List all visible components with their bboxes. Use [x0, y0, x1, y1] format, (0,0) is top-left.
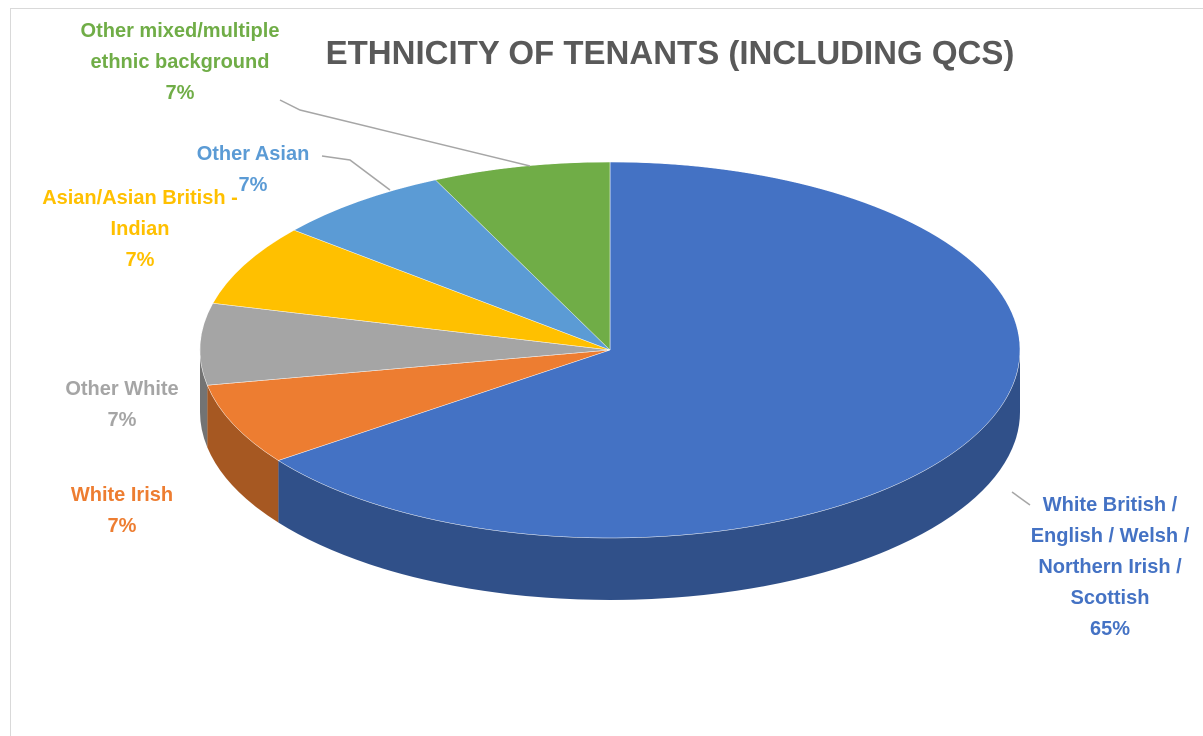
value-label: 7%: [165, 82, 195, 104]
chart-title: ETHNICITY OF TENANTS (INCLUDING QCS): [325, 34, 1015, 71]
slice-side: [200, 350, 208, 448]
leader-line: [1011, 491, 1031, 506]
category-label: White Irish: [70, 484, 174, 506]
data-label: Other Asian 7%: [178, 139, 328, 201]
value-label: 7%: [107, 409, 137, 431]
slice-side: [207, 385, 279, 523]
slice: [206, 349, 611, 461]
category-label: Other White: [65, 378, 179, 400]
value-label: 7%: [125, 249, 155, 271]
slice-side: [278, 350, 1020, 600]
chart-frame: [10, 8, 1203, 736]
data-label: White British / English / Welsh / Northe…: [1010, 490, 1203, 645]
leader-line: [279, 99, 531, 167]
data-label: Other mixed/multiple ethnic background 7%: [60, 16, 300, 109]
value-label: 7%: [238, 174, 268, 196]
value-label: 65%: [1089, 618, 1131, 640]
category-label: Other Asian: [196, 143, 310, 165]
data-label: Asian/Asian British - Indian 7%: [20, 183, 260, 276]
slice: [212, 229, 611, 351]
slice: [199, 302, 611, 386]
category-label: White British / English / Welsh / Northe…: [1030, 494, 1190, 609]
value-label: 7%: [107, 515, 137, 537]
category-label: Other mixed/multiple ethnic background: [80, 20, 280, 73]
leader-line: [321, 155, 391, 191]
category-label: Asian/Asian British - Indian: [42, 187, 238, 240]
slice: [434, 161, 611, 351]
data-label: Other White 7%: [32, 374, 212, 436]
slice: [277, 161, 1021, 539]
data-label: White Irish 7%: [42, 480, 202, 542]
slice: [293, 179, 611, 351]
